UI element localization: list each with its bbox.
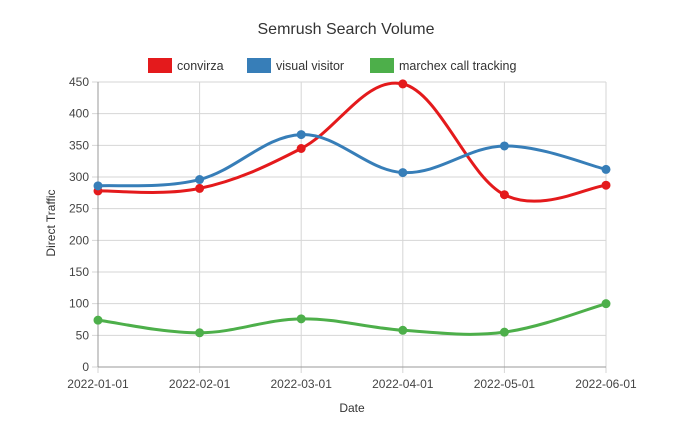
y-tick-label: 150 bbox=[69, 265, 89, 279]
legend: convirza visual visitor marchex call track… bbox=[148, 58, 516, 73]
data-point bbox=[195, 183, 205, 193]
legend-swatch bbox=[148, 58, 172, 73]
data-point bbox=[93, 181, 103, 191]
data-point bbox=[398, 325, 408, 335]
x-tick-label: 2022-02-01 bbox=[169, 377, 231, 391]
y-tick-label: 400 bbox=[69, 107, 89, 121]
chart-title: Semrush Search Volume bbox=[258, 21, 435, 38]
data-point bbox=[398, 168, 408, 178]
data-point bbox=[499, 190, 509, 200]
legend-label: convirza bbox=[177, 59, 224, 73]
y-tick-label: 50 bbox=[76, 328, 90, 342]
axes: 0 50 100 150 200 250 300 350 400 450 2022-01-01 202… bbox=[67, 75, 637, 391]
legend-label: visual visitor bbox=[276, 59, 344, 73]
series-line bbox=[97, 81, 607, 203]
y-tick-label: 250 bbox=[69, 202, 89, 216]
x-tick-label: 2022-01-01 bbox=[67, 377, 129, 391]
y-tick-label: 200 bbox=[69, 233, 89, 247]
y-tick-label: 100 bbox=[69, 297, 89, 311]
data-point bbox=[601, 164, 611, 174]
y-tick-label: 450 bbox=[69, 75, 89, 89]
legend-swatch bbox=[370, 58, 394, 73]
series-visual-visitor bbox=[93, 130, 611, 191]
data-point bbox=[93, 315, 103, 325]
series-marchex-call-tracking bbox=[93, 299, 611, 338]
series-layer bbox=[93, 79, 611, 338]
data-point bbox=[296, 130, 306, 140]
y-tick-label: 350 bbox=[69, 138, 89, 152]
series-convirza bbox=[93, 79, 611, 203]
x-axis-label: Date bbox=[339, 401, 365, 415]
legend-swatch bbox=[247, 58, 271, 73]
series-line bbox=[97, 133, 607, 188]
data-point bbox=[296, 314, 306, 324]
y-tick-label: 300 bbox=[69, 170, 89, 184]
data-point bbox=[398, 79, 408, 89]
data-point bbox=[296, 144, 306, 153]
data-point bbox=[601, 180, 611, 190]
y-axis-label: Direct Traffic bbox=[44, 189, 58, 256]
data-point bbox=[499, 327, 509, 337]
x-tick-label: 2022-03-01 bbox=[271, 377, 333, 391]
legend-label: marchex call tracking bbox=[399, 59, 516, 73]
data-point bbox=[499, 141, 509, 151]
x-tick-label: 2022-04-01 bbox=[372, 377, 434, 391]
x-tick-label: 2022-06-01 bbox=[575, 377, 637, 391]
data-point bbox=[195, 175, 205, 185]
data-point bbox=[601, 299, 611, 309]
series-line bbox=[97, 302, 607, 336]
y-tick-label: 0 bbox=[82, 360, 89, 374]
grid bbox=[92, 81, 607, 373]
data-point bbox=[195, 328, 205, 338]
x-tick-label: 2022-05-01 bbox=[474, 377, 536, 391]
